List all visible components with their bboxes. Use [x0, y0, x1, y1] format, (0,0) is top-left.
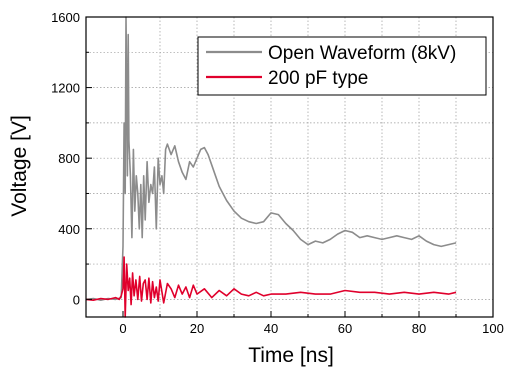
y-tick-label: 400 [58, 222, 80, 237]
x-axis-title: Time [ns] [248, 344, 334, 367]
x-tick-label: 20 [190, 321, 204, 336]
x-tick-label: 100 [482, 321, 504, 336]
legend-box [197, 36, 487, 96]
y-tick-label: 800 [58, 151, 80, 166]
series-layer [85, 16, 457, 318]
y-tick-label: 0 [73, 292, 80, 307]
x-tick-label: 40 [264, 321, 278, 336]
x-tick-label: 0 [119, 321, 126, 336]
y-axis-title: Voltage [V] [8, 115, 31, 217]
x-tick-label: 80 [412, 321, 426, 336]
legend: Open Waveform (8kV) 200 pF type [197, 36, 487, 96]
y-tick-label: 1600 [51, 10, 80, 25]
axis-ticks: 0 20 40 60 80 100 0 400 800 1200 1600 [51, 10, 504, 336]
legend-label-200pf: 200 pF type [268, 68, 368, 89]
legend-label-open-waveform: Open Waveform (8kV) [268, 43, 456, 64]
x-tick-label: 60 [338, 321, 352, 336]
plot-frame [85, 16, 494, 318]
y-tick-label: 1200 [51, 81, 80, 96]
series-line-0 [85, 16, 457, 301]
series-line-1 [85, 256, 457, 318]
